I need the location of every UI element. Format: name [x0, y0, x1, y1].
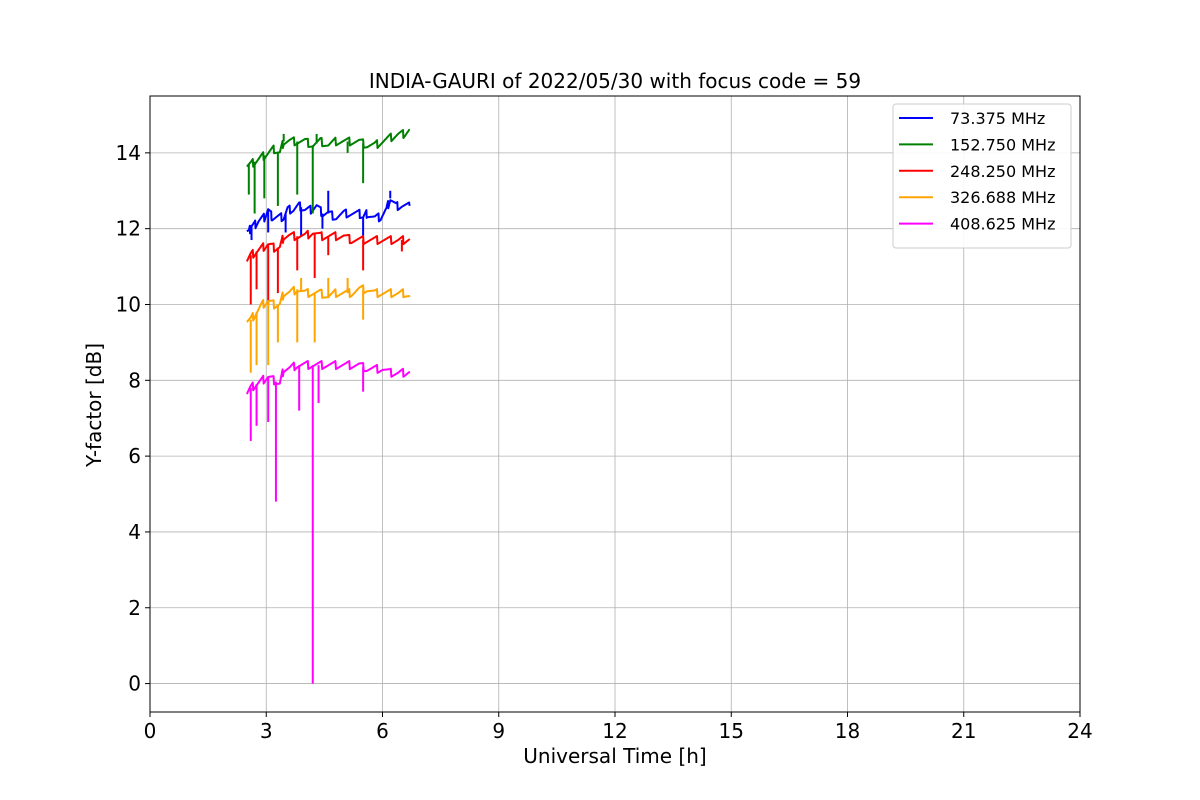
x-axis-label: Universal Time [h]: [523, 744, 706, 768]
series-3: [246, 229, 411, 305]
y-tick-label: 14: [116, 141, 141, 165]
y-tick-label: 4: [128, 520, 141, 544]
series-line: [246, 360, 411, 395]
legend-entry: 73.375 MHz: [950, 109, 1045, 128]
series-5: [246, 360, 411, 684]
y-tick-label: 12: [116, 217, 141, 241]
x-tick-label: 12: [602, 719, 627, 743]
y-tick-label: 0: [128, 672, 141, 696]
series-4: [246, 277, 411, 373]
y-tick-label: 10: [116, 292, 141, 316]
x-tick-label: 0: [144, 719, 157, 743]
x-tick-label: 18: [835, 719, 860, 743]
x-tick-label: 21: [951, 719, 976, 743]
y-tick-label: 8: [128, 368, 141, 392]
series-layer: [246, 128, 411, 684]
chart-title: INDIA-GAURI of 2022/05/30 with focus cod…: [369, 69, 861, 93]
y-tick-label: 6: [128, 444, 141, 468]
legend-entry: 408.625 MHz: [950, 215, 1055, 234]
legend: 73.375 MHz 152.750 MHz 248.250 MHz 326.688 …: [892, 103, 1072, 249]
series-line: [246, 128, 411, 168]
x-tick-label: 15: [719, 719, 744, 743]
series-line: [246, 199, 411, 235]
series-2: [246, 128, 411, 214]
x-tick-label: 24: [1067, 719, 1092, 743]
x-tick-label: 9: [492, 719, 505, 743]
series-1: [246, 190, 411, 241]
legend-box: [892, 103, 1072, 249]
y-axis-label: Y-factor [dB]: [82, 343, 106, 468]
x-tick-label: 3: [260, 719, 273, 743]
y-tick-label: 2: [128, 596, 141, 620]
legend-entry: 152.750 MHz: [950, 135, 1055, 154]
legend-entry: 326.688 MHz: [950, 188, 1055, 207]
grid: [149, 96, 1081, 712]
legend-entry: 248.250 MHz: [950, 162, 1055, 181]
x-tick-label: 6: [376, 719, 389, 743]
